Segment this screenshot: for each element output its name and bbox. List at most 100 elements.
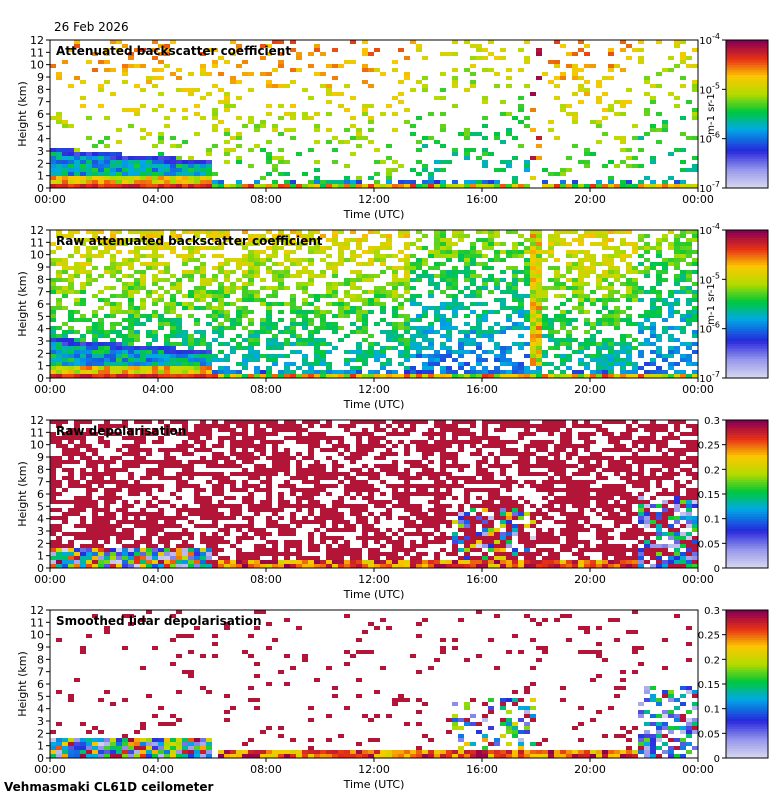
heatmap-cell xyxy=(122,532,128,536)
heatmap-cell xyxy=(362,278,368,282)
heatmap-cell xyxy=(188,160,194,164)
heatmap-cell xyxy=(530,334,536,338)
heatmap-cell xyxy=(332,48,338,52)
heatmap-cell xyxy=(404,314,410,318)
heatmap-cell xyxy=(248,242,254,246)
heatmap-cell xyxy=(482,68,488,72)
heatmap-cell xyxy=(230,420,236,424)
heatmap-cell xyxy=(446,270,452,274)
heatmap-cell xyxy=(302,468,308,472)
colorbar-segment xyxy=(726,158,768,162)
heatmap-cell xyxy=(440,112,446,116)
heatmap-cell xyxy=(404,286,410,290)
heatmap-cell xyxy=(476,180,482,184)
heatmap-cell xyxy=(434,310,440,314)
heatmap-cell xyxy=(368,524,374,528)
heatmap-cell xyxy=(146,544,152,548)
heatmap-cell xyxy=(152,176,158,180)
heatmap-cell xyxy=(578,238,584,242)
heatmap-cell xyxy=(188,346,194,350)
heatmap-cell xyxy=(248,330,254,334)
heatmap-cell xyxy=(206,560,212,564)
colorbar-segment xyxy=(726,173,768,177)
heatmap-cell xyxy=(134,180,140,184)
heatmap-cell xyxy=(308,234,314,238)
heatmap-cell xyxy=(272,362,278,366)
heatmap-cell xyxy=(506,362,512,366)
heatmap-cell xyxy=(140,448,146,452)
heatmap-cell xyxy=(92,524,98,528)
heatmap-cell xyxy=(470,342,476,346)
heatmap-cell xyxy=(548,254,554,258)
heatmap-cell xyxy=(524,250,530,254)
heatmap-cell xyxy=(68,540,74,544)
heatmap-cell xyxy=(284,286,290,290)
heatmap-cell xyxy=(236,48,242,52)
heatmap-cell xyxy=(392,310,398,314)
heatmap-cell xyxy=(56,180,62,184)
heatmap-cell xyxy=(128,266,134,270)
heatmap-cell xyxy=(200,496,206,500)
heatmap-cell xyxy=(602,362,608,366)
heatmap-cell xyxy=(188,338,194,342)
heatmap-cell xyxy=(512,290,518,294)
heatmap-cell xyxy=(260,480,266,484)
colorbar-segment xyxy=(726,81,768,85)
heatmap-cell xyxy=(80,484,86,488)
heatmap-cell xyxy=(674,362,680,366)
heatmap-cell xyxy=(416,172,422,176)
heatmap-cell xyxy=(200,338,206,342)
heatmap-cell xyxy=(290,564,296,568)
heatmap-cell xyxy=(500,242,506,246)
heatmap-cell xyxy=(350,374,356,378)
heatmap-cell xyxy=(266,302,272,306)
heatmap-cell xyxy=(428,370,434,374)
heatmap-cell xyxy=(470,370,476,374)
heatmap-cell xyxy=(56,480,62,484)
heatmap-cell xyxy=(218,516,224,520)
heatmap-cell xyxy=(320,476,326,480)
heatmap-cell xyxy=(386,234,392,238)
heatmap-cell xyxy=(212,294,218,298)
heatmap-cell xyxy=(350,528,356,532)
heatmap-cell xyxy=(428,184,434,188)
heatmap-cell xyxy=(380,500,386,504)
heatmap-cell xyxy=(572,294,578,298)
heatmap-cell xyxy=(494,342,500,346)
heatmap-cell xyxy=(86,532,92,536)
heatmap-cell xyxy=(344,444,350,448)
heatmap-cell xyxy=(638,184,644,188)
heatmap-cell xyxy=(98,424,104,428)
heatmap-cell xyxy=(476,286,482,290)
heatmap-cell xyxy=(314,472,320,476)
heatmap-cell xyxy=(452,310,458,314)
heatmap-cell xyxy=(218,472,224,476)
heatmap-cell xyxy=(272,278,278,282)
heatmap-cell xyxy=(674,44,680,48)
heatmap-cell xyxy=(386,180,392,184)
heatmap-cell xyxy=(626,362,632,366)
heatmap-cell xyxy=(566,298,572,302)
heatmap-cell xyxy=(404,266,410,270)
heatmap-cell xyxy=(368,354,374,358)
heatmap-cell xyxy=(182,306,188,310)
heatmap-cell xyxy=(440,96,446,100)
heatmap-cell xyxy=(440,342,446,346)
heatmap-cell xyxy=(122,338,128,342)
heatmap-cell xyxy=(398,230,404,234)
heatmap-cell xyxy=(332,266,338,270)
heatmap-cell xyxy=(122,258,128,262)
heatmap-cell xyxy=(434,238,440,242)
heatmap-cell xyxy=(350,238,356,242)
heatmap-cell xyxy=(290,298,296,302)
heatmap-cell xyxy=(284,330,290,334)
heatmap-cell xyxy=(74,420,80,424)
heatmap-cell xyxy=(182,424,188,428)
heatmap-cell xyxy=(626,354,632,358)
heatmap-cell xyxy=(80,176,86,180)
heatmap-cell xyxy=(380,262,386,266)
heatmap-cell xyxy=(152,310,158,314)
heatmap-cell xyxy=(158,234,164,238)
heatmap-cell xyxy=(548,242,554,246)
heatmap-cell xyxy=(200,266,206,270)
